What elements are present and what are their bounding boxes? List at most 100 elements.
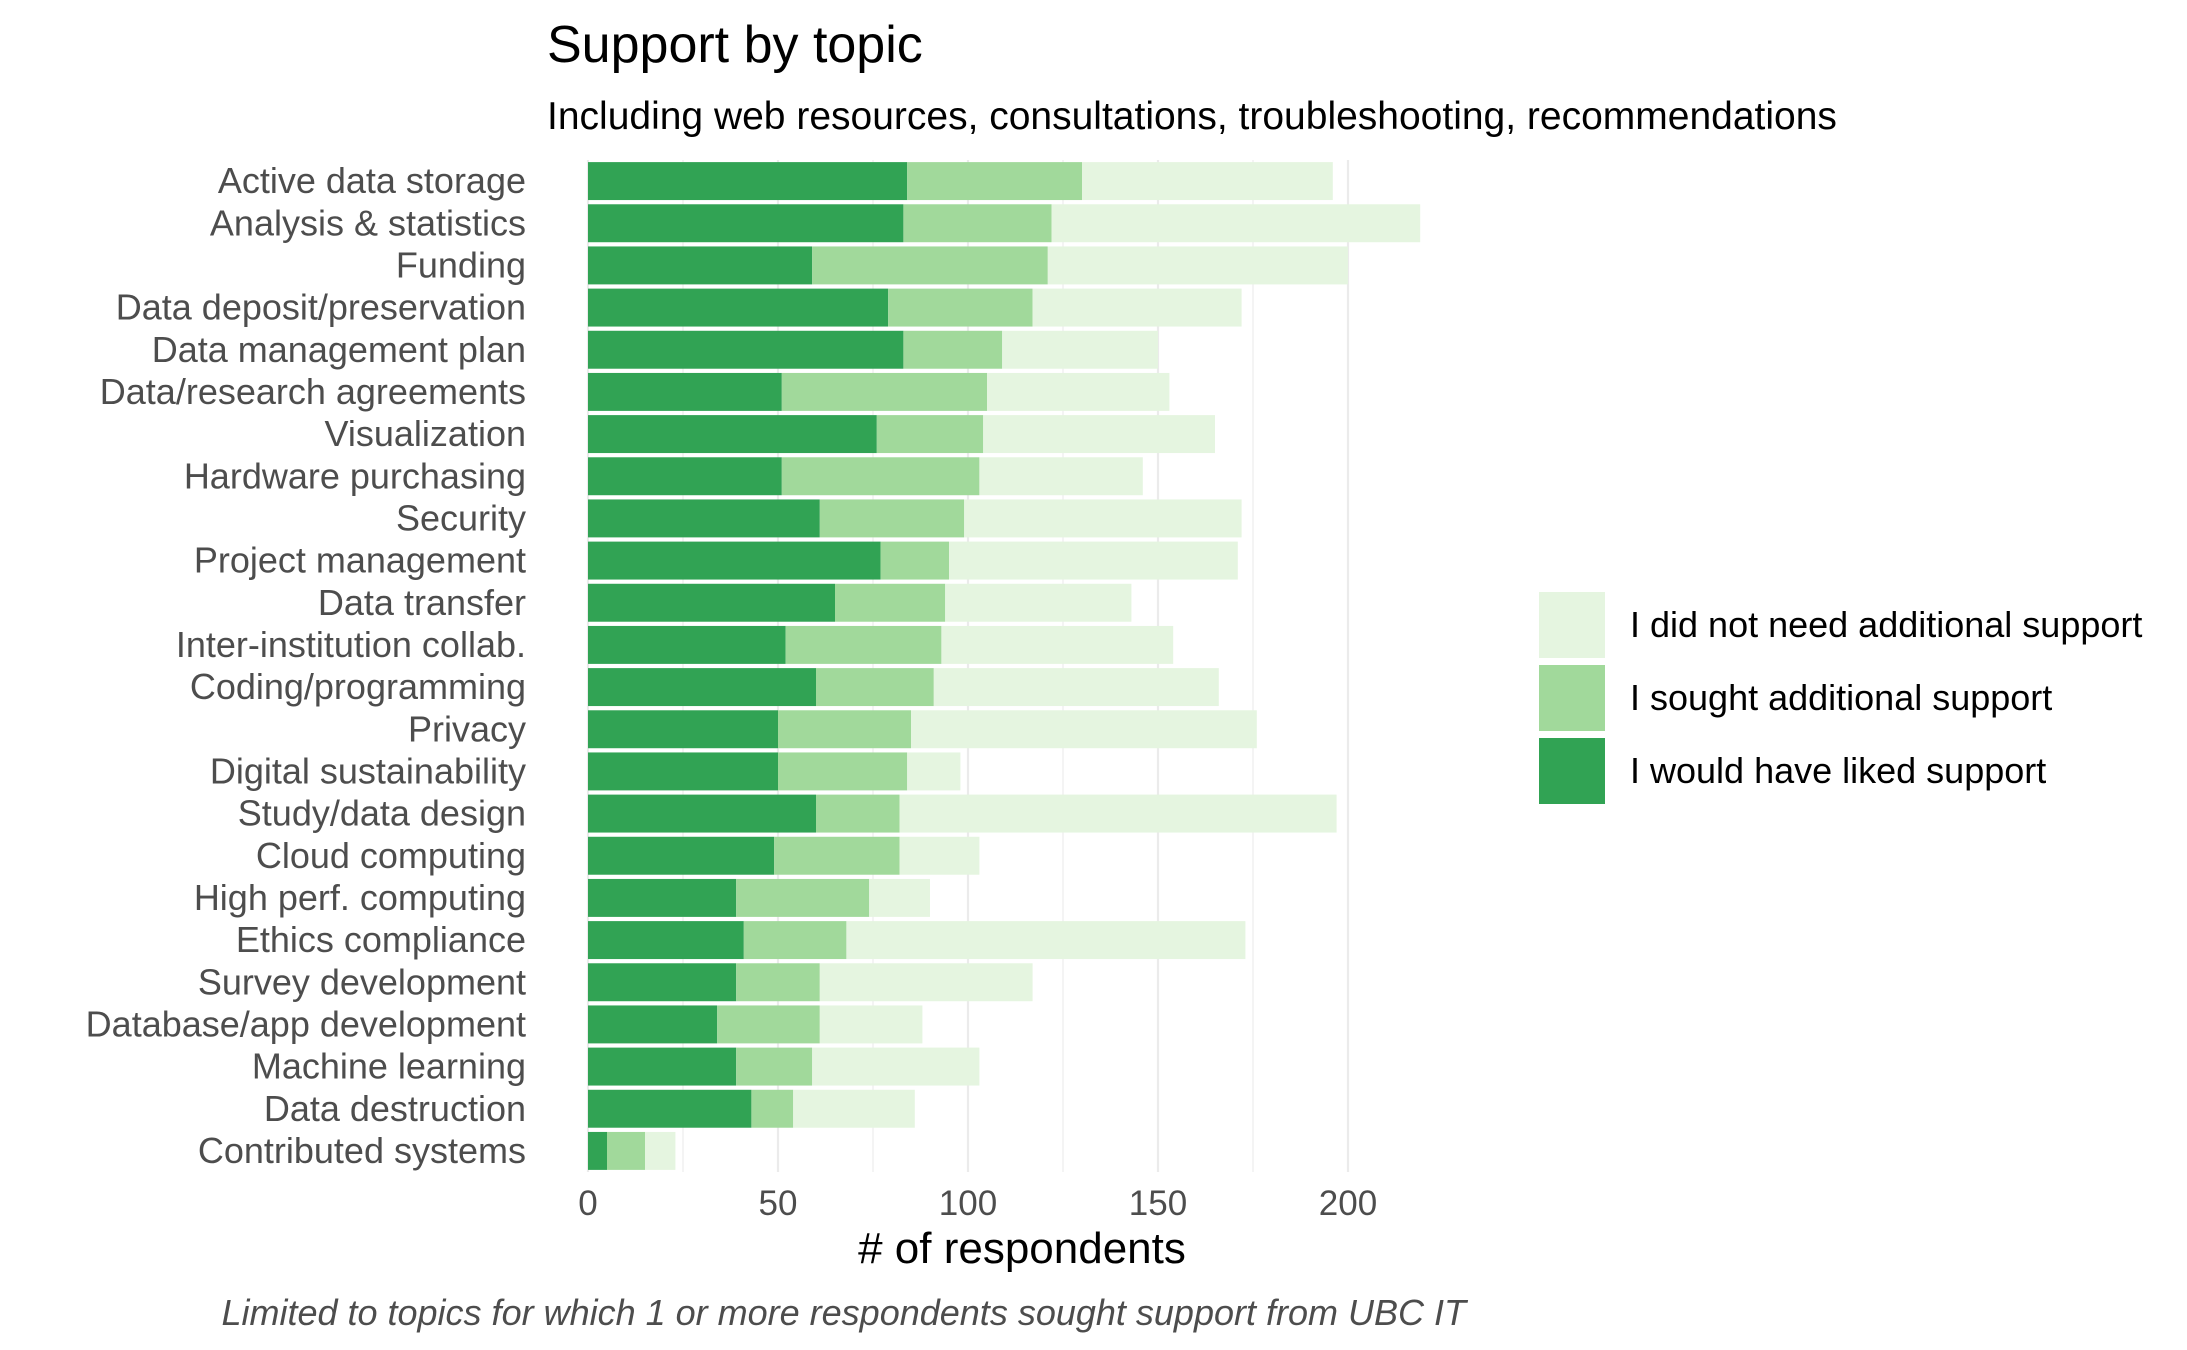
bar-segment-sought	[888, 288, 1033, 327]
bar-segment-did-not-need	[979, 457, 1143, 496]
bar-segment-did-not-need	[819, 1005, 923, 1044]
category-label: Security	[396, 497, 526, 538]
category-label: Contributed systems	[198, 1130, 526, 1171]
legend-swatch	[1539, 738, 1605, 804]
bar-segment-would-have-liked	[588, 246, 813, 285]
bar-segment-did-not-need	[983, 415, 1215, 454]
bar-segment-would-have-liked	[588, 963, 737, 1002]
bar-segment-would-have-liked	[588, 1131, 607, 1170]
category-label: Funding	[396, 244, 526, 285]
category-label: Database/app development	[86, 1003, 526, 1044]
category-label: Active data storage	[218, 160, 526, 201]
category-label: Ethics compliance	[236, 919, 526, 960]
bar-segment-would-have-liked	[588, 710, 778, 749]
chart-title: Support by topic	[547, 16, 923, 74]
bar-segment-sought	[781, 372, 987, 411]
bar-segment-did-not-need	[899, 794, 1337, 833]
bar-segment-did-not-need	[812, 1047, 980, 1086]
chart-caption: Limited to topics for which 1 or more re…	[221, 1292, 1469, 1333]
bar-segment-sought	[835, 583, 946, 622]
bar-segment-sought	[736, 878, 870, 917]
x-tick-label: 100	[939, 1184, 997, 1223]
bar-segment-did-not-need	[945, 583, 1132, 622]
bar-segment-sought	[785, 625, 942, 664]
bar-segment-would-have-liked	[588, 415, 877, 454]
bar-segment-did-not-need	[949, 541, 1238, 580]
x-tick-label: 50	[759, 1184, 798, 1223]
legend: I did not need additional support I sough…	[1539, 592, 2142, 804]
category-label: Inter-institution collab.	[176, 624, 526, 665]
bar-segment-sought	[903, 204, 1052, 243]
bar-segment-did-not-need	[846, 921, 1246, 960]
category-label: Data deposit/preservation	[116, 287, 526, 328]
bar-segment-did-not-need	[1047, 246, 1348, 285]
legend-label: I did not need additional support	[1630, 604, 2142, 645]
bar-segment-did-not-need	[1032, 288, 1242, 327]
bar-segment-sought	[778, 752, 908, 791]
category-label: Hardware purchasing	[184, 455, 526, 496]
bar-segment-sought	[743, 921, 847, 960]
bar-segment-sought	[778, 710, 911, 749]
bars	[588, 162, 1421, 1170]
bar-segment-sought	[903, 330, 1003, 369]
chart-subtitle: Including web resources, consultations, …	[547, 95, 1837, 138]
legend-label: I would have liked support	[1630, 750, 2046, 791]
legend-swatch	[1539, 592, 1605, 658]
bar-segment-would-have-liked	[588, 1089, 752, 1128]
bar-segment-would-have-liked	[588, 288, 889, 327]
category-label: Data transfer	[318, 582, 526, 623]
bar-segment-sought	[736, 963, 820, 1002]
bar-segment-sought	[812, 246, 1048, 285]
category-label: Machine learning	[252, 1046, 526, 1087]
x-tick-label: 0	[578, 1184, 597, 1223]
bar-segment-sought	[607, 1131, 645, 1170]
x-tick-label: 150	[1129, 1184, 1187, 1223]
bar-segment-sought	[736, 1047, 813, 1086]
bar-segment-sought	[781, 457, 980, 496]
category-label: Data destruction	[264, 1088, 526, 1129]
category-label: Project management	[194, 540, 526, 581]
bar-segment-would-have-liked	[588, 1047, 737, 1086]
bar-segment-sought	[819, 499, 965, 538]
bar-segment-would-have-liked	[588, 921, 744, 960]
category-label: Digital sustainability	[210, 750, 526, 791]
bar-segment-would-have-liked	[588, 499, 820, 538]
bar-segment-sought	[880, 541, 949, 580]
category-label: Cloud computing	[256, 835, 526, 876]
x-tick-labels: 0 50 100 150 200	[578, 1184, 1377, 1223]
category-label: High perf. computing	[194, 877, 526, 918]
legend-label: I sought additional support	[1630, 677, 2052, 718]
x-axis-title: # of respondents	[858, 1224, 1186, 1273]
bar-segment-did-not-need	[941, 625, 1174, 664]
bar-segment-did-not-need	[1002, 330, 1158, 369]
x-tick-label: 200	[1319, 1184, 1377, 1223]
bar-segment-would-have-liked	[588, 583, 835, 622]
bar-segment-would-have-liked	[588, 752, 778, 791]
bar-segment-sought	[816, 794, 900, 833]
category-label: Data management plan	[152, 329, 526, 370]
bar-segment-did-not-need	[899, 836, 980, 875]
bar-segment-would-have-liked	[588, 1005, 718, 1044]
grid-lines	[586, 160, 1350, 1172]
bar-segment-did-not-need	[793, 1089, 915, 1128]
bar-segment-sought	[774, 836, 900, 875]
bar-segment-would-have-liked	[588, 878, 737, 917]
bar-segment-sought	[816, 668, 934, 707]
bar-segment-did-not-need	[1082, 162, 1333, 201]
bar-segment-would-have-liked	[588, 204, 904, 243]
bar-segment-sought	[717, 1005, 820, 1044]
legend-swatch	[1539, 665, 1605, 731]
bar-segment-would-have-liked	[588, 836, 775, 875]
category-label: Visualization	[325, 413, 526, 454]
bar-segment-did-not-need	[819, 963, 1033, 1002]
category-label: Coding/programming	[190, 666, 526, 707]
bar-segment-would-have-liked	[588, 625, 786, 664]
bar-segment-would-have-liked	[588, 794, 816, 833]
bar-segment-would-have-liked	[588, 162, 908, 201]
bar-segment-would-have-liked	[588, 457, 782, 496]
bar-segment-sought	[907, 162, 1082, 201]
bar-segment-did-not-need	[869, 878, 930, 917]
bar-segment-would-have-liked	[588, 668, 816, 707]
